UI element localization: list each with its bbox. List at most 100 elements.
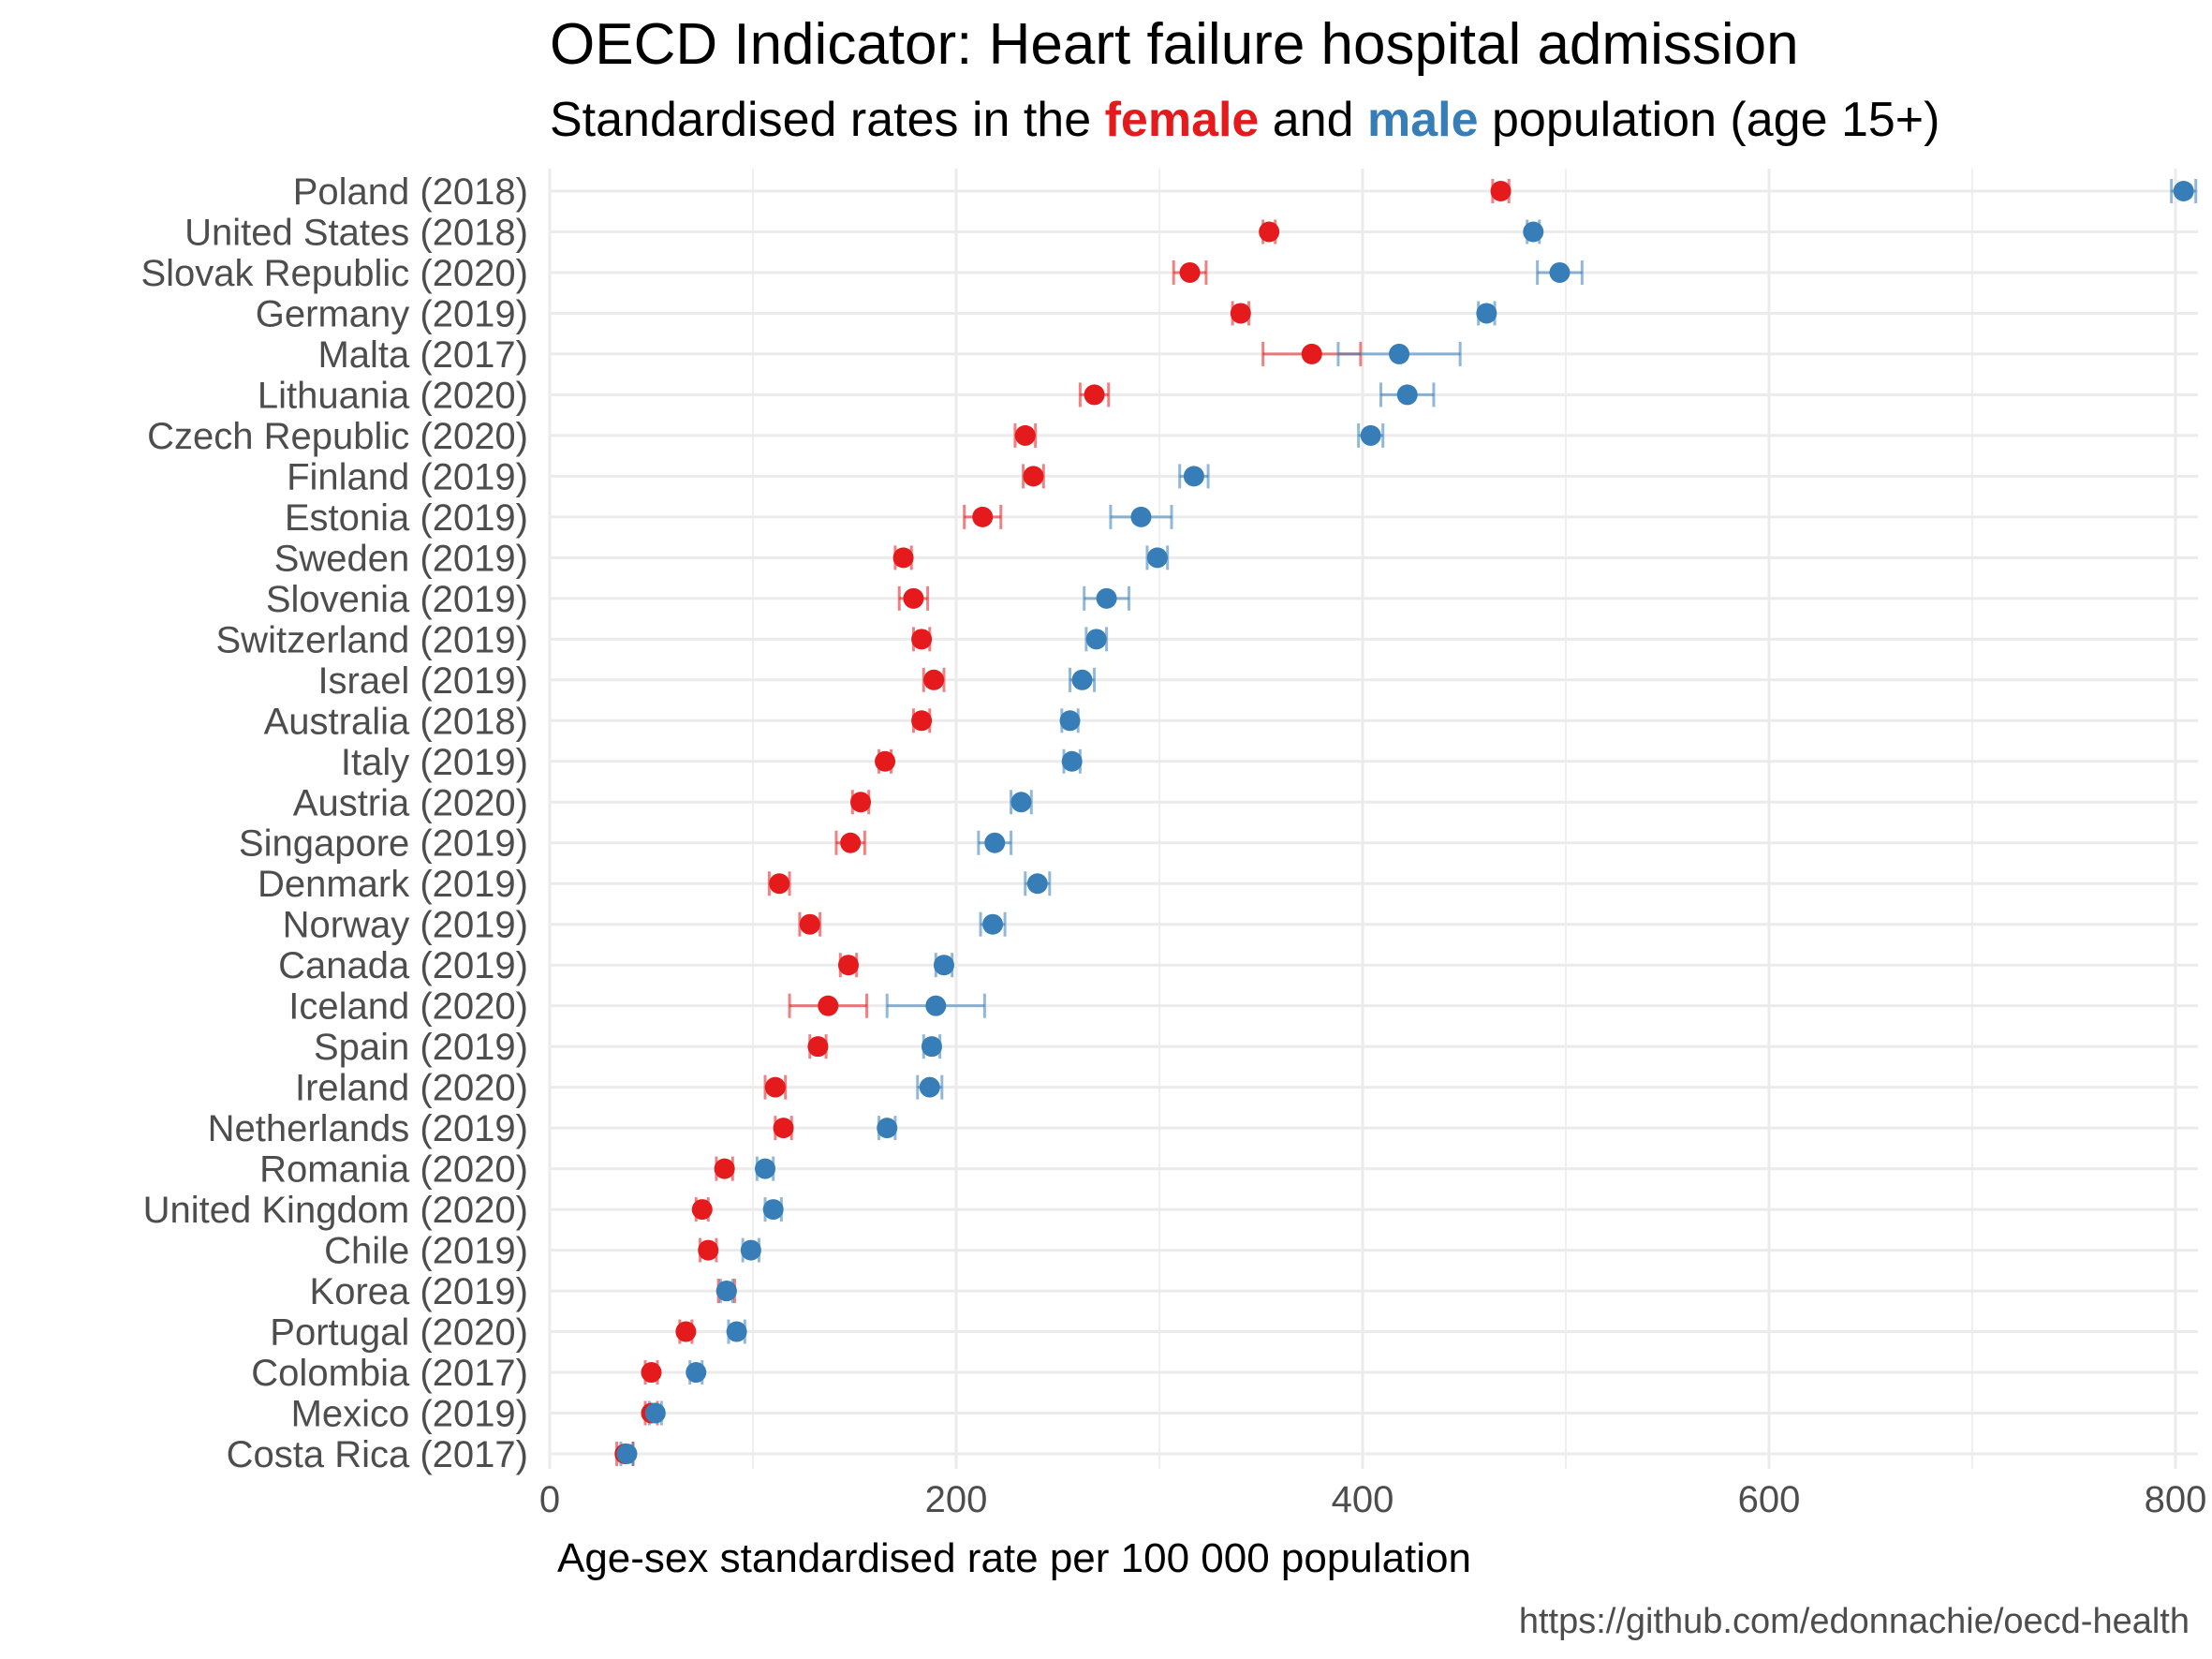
male-point — [1389, 343, 1410, 364]
male-point — [726, 1321, 747, 1342]
male-point — [1183, 466, 1204, 487]
female-point — [641, 1362, 662, 1384]
male-point — [925, 995, 947, 1016]
male-point — [1396, 384, 1418, 406]
male-point — [762, 1199, 784, 1221]
y-tick-label: Estonia (2019) — [285, 497, 528, 539]
female-point — [903, 587, 924, 609]
y-tick-label: Denmark (2019) — [258, 864, 528, 905]
male-point — [919, 1076, 940, 1098]
male-point — [1476, 303, 1497, 324]
female-point — [691, 1199, 713, 1221]
female-point — [911, 710, 933, 732]
male-point — [1071, 669, 1093, 690]
female-point — [923, 669, 945, 690]
x-tick-label: 0 — [539, 1479, 560, 1520]
female-point — [1230, 303, 1251, 324]
x-tick-label: 800 — [2145, 1479, 2207, 1520]
female-point — [818, 995, 839, 1016]
male-point — [644, 1402, 666, 1424]
x-tick-label: 600 — [1738, 1479, 1801, 1520]
y-tick-label: Iceland (2020) — [288, 986, 528, 1028]
x-tick-label: 400 — [1332, 1479, 1394, 1520]
male-point — [877, 1118, 898, 1139]
female-point — [1084, 384, 1105, 406]
male-point — [715, 1281, 737, 1302]
female-point — [1179, 261, 1201, 283]
male-point — [984, 832, 1006, 853]
male-point — [1061, 750, 1083, 772]
y-tick-label: Malta (2017) — [317, 334, 528, 376]
y-tick-label: Singapore (2019) — [239, 823, 528, 865]
female-point — [837, 955, 859, 976]
y-tick-label: Israel (2019) — [317, 660, 528, 702]
female-point — [773, 1118, 794, 1139]
male-point — [1360, 424, 1381, 446]
y-tick-label: Portugal (2020) — [270, 1312, 528, 1354]
y-tick-label: Colombia (2017) — [251, 1353, 528, 1394]
y-tick-label: Norway (2019) — [283, 905, 528, 946]
female-point — [1023, 466, 1044, 487]
y-tick-label: Italy (2019) — [341, 742, 528, 783]
male-point — [740, 1239, 761, 1261]
male-point — [2173, 181, 2194, 201]
female-point — [675, 1321, 697, 1342]
y-tick-label: Slovak Republic (2020) — [140, 253, 528, 294]
y-tick-label: Romania (2020) — [259, 1149, 528, 1191]
female-point — [892, 547, 914, 569]
y-tick-label: Slovenia (2019) — [266, 579, 528, 620]
y-tick-label: Poland (2018) — [293, 171, 528, 213]
y-tick-label: Costa Rica (2017) — [227, 1434, 528, 1475]
male-point — [1130, 506, 1152, 527]
male-point — [1096, 587, 1117, 609]
male-point — [1085, 629, 1107, 650]
female-point — [769, 873, 790, 895]
y-tick-label: Finland (2019) — [287, 456, 528, 497]
y-tick-label: Czech Republic (2020) — [147, 416, 528, 457]
female-point — [1490, 181, 1512, 201]
chart-subtitle: Standardised rates in the female and mal… — [550, 92, 1939, 148]
caption: https://github.com/edonnachie/oecd-healt… — [1518, 1602, 2190, 1641]
female-point — [1301, 343, 1322, 364]
subtitle-female: female — [1104, 93, 1260, 147]
female-point — [698, 1239, 719, 1261]
male-point — [1059, 710, 1081, 732]
x-tick-label: 200 — [925, 1479, 988, 1520]
male-point — [1010, 792, 1032, 813]
male-point — [982, 913, 1004, 935]
female-point — [764, 1076, 786, 1098]
female-point — [875, 750, 896, 772]
y-tick-label: Switzerland (2019) — [216, 619, 529, 660]
male-point — [1549, 261, 1571, 283]
y-tick-label: Ireland (2020) — [295, 1068, 528, 1109]
y-tick-label: Chile (2019) — [324, 1231, 528, 1272]
female-point — [799, 913, 820, 935]
y-tick-label: Australia (2018) — [264, 701, 528, 742]
male-point — [1523, 221, 1544, 243]
y-tick-label: Austria (2020) — [293, 782, 528, 823]
y-tick-label: United Kingdom (2020) — [143, 1190, 528, 1231]
y-tick-label: Sweden (2019) — [274, 538, 528, 579]
female-point — [807, 1036, 829, 1058]
male-point — [933, 955, 954, 976]
male-point — [1026, 873, 1048, 895]
female-point — [1259, 221, 1280, 243]
subtitle-suffix: population (age 15+) — [1478, 93, 1940, 147]
y-tick-label: Germany (2019) — [256, 293, 528, 334]
y-tick-label: Spain (2019) — [314, 1027, 528, 1068]
y-tick-label: United States (2018) — [184, 212, 528, 253]
female-point — [972, 506, 994, 527]
male-point — [755, 1158, 776, 1179]
subtitle-middle: and — [1259, 93, 1368, 147]
male-point — [686, 1362, 707, 1384]
male-point — [616, 1444, 638, 1464]
x-axis-title: Age-sex standardised rate per 100 000 po… — [557, 1535, 1471, 1581]
y-tick-label: Korea (2019) — [310, 1271, 528, 1312]
y-tick-label: Lithuania (2020) — [258, 375, 528, 416]
y-tick-label: Netherlands (2019) — [208, 1108, 528, 1149]
y-tick-label: Mexico (2019) — [291, 1394, 528, 1435]
female-point — [850, 792, 872, 813]
male-point — [921, 1036, 942, 1058]
